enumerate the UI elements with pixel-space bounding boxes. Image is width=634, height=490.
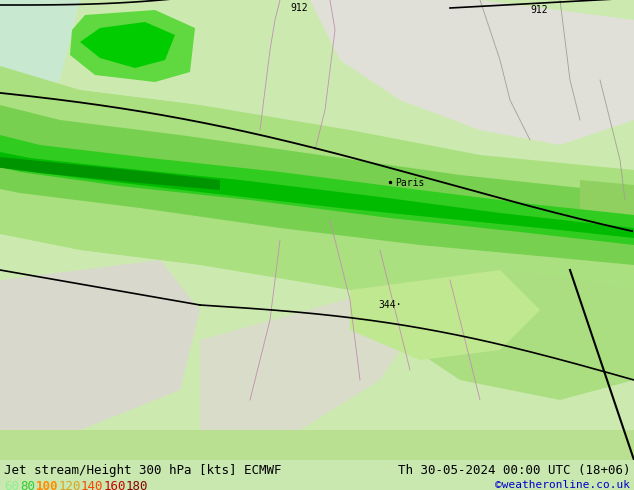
Text: ©weatheronline.co.uk: ©weatheronline.co.uk bbox=[495, 480, 630, 490]
Bar bbox=[0, 460, 634, 490]
Text: 100: 100 bbox=[36, 480, 58, 490]
Polygon shape bbox=[310, 0, 634, 145]
Text: 344·: 344· bbox=[378, 300, 401, 310]
Polygon shape bbox=[0, 260, 200, 440]
Text: 120: 120 bbox=[58, 480, 81, 490]
Text: Th 30-05-2024 00:00 UTC (18+06): Th 30-05-2024 00:00 UTC (18+06) bbox=[398, 464, 630, 477]
Polygon shape bbox=[400, 270, 634, 400]
Text: 180: 180 bbox=[126, 480, 148, 490]
Polygon shape bbox=[0, 155, 220, 190]
Text: 140: 140 bbox=[81, 480, 103, 490]
Text: 80: 80 bbox=[20, 480, 35, 490]
Polygon shape bbox=[80, 22, 175, 68]
Polygon shape bbox=[0, 0, 80, 120]
Polygon shape bbox=[0, 100, 634, 265]
Text: Jet stream/Height 300 hPa [kts] ECMWF: Jet stream/Height 300 hPa [kts] ECMWF bbox=[4, 464, 281, 477]
Text: 160: 160 bbox=[103, 480, 126, 490]
Polygon shape bbox=[580, 180, 634, 220]
Text: 912: 912 bbox=[530, 5, 548, 15]
Polygon shape bbox=[70, 10, 195, 82]
Polygon shape bbox=[200, 290, 420, 440]
Text: 60: 60 bbox=[4, 480, 19, 490]
Bar bbox=[0, 460, 634, 490]
Text: 912: 912 bbox=[290, 3, 307, 13]
Polygon shape bbox=[0, 130, 634, 245]
Polygon shape bbox=[350, 270, 540, 360]
Bar bbox=[0, 430, 634, 460]
Text: Paris: Paris bbox=[395, 178, 424, 188]
Polygon shape bbox=[0, 60, 634, 300]
Polygon shape bbox=[0, 148, 634, 238]
